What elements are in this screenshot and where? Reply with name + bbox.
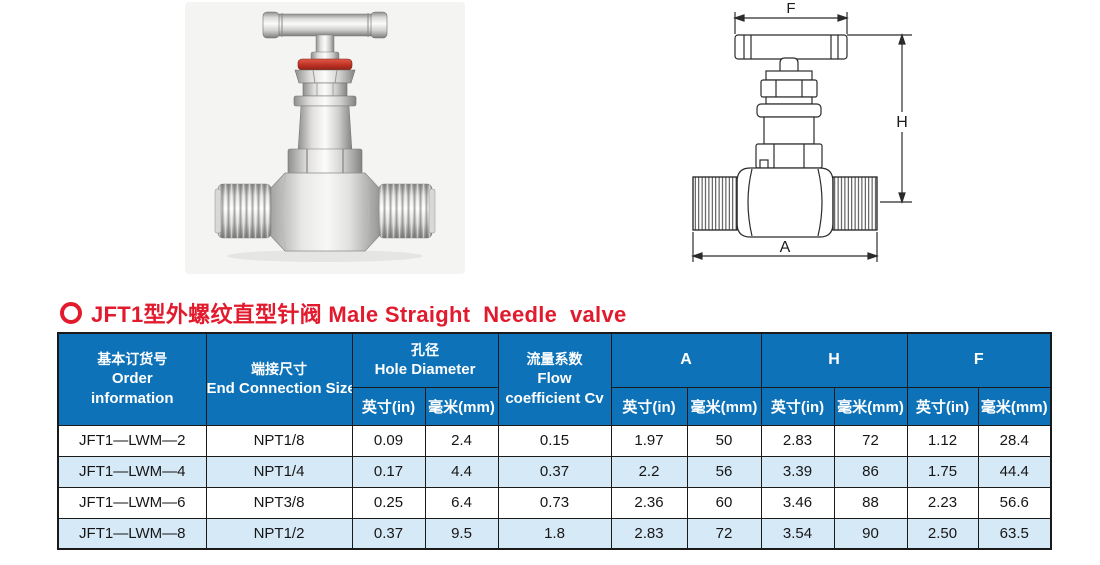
col-f-inch: 英寸(in) (906, 386, 979, 426)
value-cell: 3.46 (760, 486, 835, 519)
section-title: JFT1型外螺纹直型针阀 Male Straight Needle valve (60, 297, 627, 329)
value-cell: 60 (686, 486, 762, 519)
col-dim-f: F (906, 332, 1052, 388)
value-cell: 28.4 (977, 424, 1052, 457)
value-cell: 9.5 (424, 517, 499, 550)
value-cell: 2.2 (610, 455, 688, 488)
value-cell: 72 (686, 517, 762, 550)
value-cell: 1.75 (906, 455, 979, 488)
col-h-mm: 毫米(mm) (833, 386, 908, 426)
value-cell: 3.54 (760, 517, 835, 550)
col-hole-mm: 毫米(mm) (424, 386, 499, 426)
value-cell: 2.83 (760, 424, 835, 457)
header-flow-zh: 流量系数 (526, 351, 583, 368)
col-hole-inch: 英寸(in) (351, 386, 426, 426)
value-cell: 44.4 (977, 455, 1052, 488)
valve-dimension-diagram: F H A (680, 0, 940, 282)
order-number-cell: JFT1—LWM—6 (57, 486, 207, 519)
table-row: JFT1—LWM—2 NPT1/8 0.09 2.4 0.15 1.97 50 2.83 72 1… (57, 424, 1052, 457)
value-cell: 63.5 (977, 517, 1052, 550)
spec-table-header: 基本订货号 Order information 端接尺寸 End Connect… (57, 332, 1052, 426)
value-cell: 56 (686, 455, 762, 488)
col-dim-h: H (760, 332, 908, 388)
value-cell: 0.37 (351, 517, 426, 550)
value-cell: 1.97 (610, 424, 688, 457)
table-group-header-row: 基本订货号 Order information 端接尺寸 End Connect… (57, 332, 1052, 426)
col-order-information: 基本订货号 Order information (57, 332, 207, 426)
value-cell: 56.6 (977, 486, 1052, 519)
valve-photo-image (185, 2, 465, 274)
col-h-inch: 英寸(in) (760, 386, 835, 426)
table-row: JFT1—LWM—8 NPT1/2 0.37 9.5 1.8 2.83 72 3.54 90 2.… (57, 517, 1052, 550)
value-cell: NPT1/4 (205, 455, 353, 488)
value-cell: 2.23 (906, 486, 979, 519)
value-cell: NPT1/2 (205, 517, 353, 550)
order-number-cell: JFT1—LWM—4 (57, 455, 207, 488)
table-subheader-row: 英寸(in) 毫米(mm) 英寸(in) 毫米(mm) 英寸(in) 毫米(mm… (58, 386, 1052, 426)
order-number-cell: JFT1—LWM—8 (57, 517, 207, 550)
value-cell: 2.36 (610, 486, 688, 519)
header-endconn-en: End Connection Size (206, 379, 352, 397)
header-hole-en: Hole Diameter (374, 360, 476, 378)
value-cell: 1.12 (906, 424, 979, 457)
header-order-en1: Order (111, 370, 153, 388)
bullet-circle-icon (60, 302, 82, 324)
value-cell: 90 (833, 517, 908, 550)
value-cell: 6.4 (424, 486, 499, 519)
value-cell: 0.37 (497, 455, 612, 488)
value-cell: 88 (833, 486, 908, 519)
value-cell: 2.83 (610, 517, 688, 550)
col-a-mm: 毫米(mm) (686, 386, 762, 426)
value-cell: 0.73 (497, 486, 612, 519)
table-row: JFT1—LWM—4 NPT1/4 0.17 4.4 0.37 2.2 56 3.39 86 1.… (57, 455, 1052, 488)
order-number-cell: JFT1—LWM—2 (57, 424, 207, 457)
col-dim-a: A (610, 332, 762, 388)
header-endconn-zh: 端接尺寸 (251, 361, 307, 378)
value-cell: 0.09 (351, 424, 426, 457)
value-cell: 0.17 (351, 455, 426, 488)
header-order-en2: information (91, 389, 174, 407)
spec-table-body: JFT1—LWM—2 NPT1/8 0.09 2.4 0.15 1.97 50 2.83 72 1… (57, 424, 1052, 550)
page-title: JFT1型外螺纹直型针阀 Male Straight Needle valve (91, 302, 627, 327)
col-end-connection-size: 端接尺寸 End Connection Size (205, 332, 353, 426)
header-hole-zh: 孔径 (411, 342, 439, 359)
col-hole-diameter: 孔径 Hole Diameter (351, 332, 499, 388)
dim-label-h: H (896, 114, 908, 131)
value-cell: 4.4 (424, 455, 499, 488)
value-cell: NPT1/8 (205, 424, 353, 457)
value-cell: 72 (833, 424, 908, 457)
value-cell: 0.25 (351, 486, 426, 519)
header-flow-en1: Flow (537, 370, 572, 388)
header-flow-en2: coefficient Cv (505, 389, 604, 407)
value-cell: NPT3/8 (205, 486, 353, 519)
dim-label-a: A (780, 239, 791, 256)
value-cell: 50 (686, 424, 762, 457)
value-cell: 86 (833, 455, 908, 488)
spec-table: 基本订货号 Order information 端接尺寸 End Connect… (57, 332, 1052, 550)
col-flow-coefficient: 流量系数 Flow coefficient Cv (497, 332, 612, 426)
valve-diagram-image: F H A (691, 0, 912, 262)
valve-photo (185, 2, 465, 274)
value-cell: 0.15 (497, 424, 612, 457)
value-cell: 3.39 (760, 455, 835, 488)
table-row: JFT1—LWM—6 NPT3/8 0.25 6.4 0.73 2.36 60 3.46 88 2… (57, 486, 1052, 519)
dim-label-f: F (786, 0, 795, 17)
header-order-zh: 基本订货号 (97, 351, 168, 368)
value-cell: 1.8 (497, 517, 612, 550)
col-a-inch: 英寸(in) (610, 386, 688, 426)
value-cell: 2.4 (424, 424, 499, 457)
col-f-mm: 毫米(mm) (977, 386, 1052, 426)
value-cell: 2.50 (906, 517, 979, 550)
